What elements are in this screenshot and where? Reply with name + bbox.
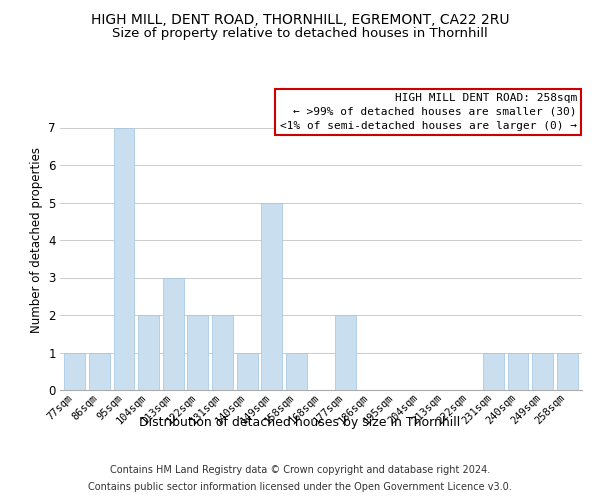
Bar [64,352,85,390]
Bar [113,128,134,390]
Text: Distribution of detached houses by size in Thornhill: Distribution of detached houses by size … [139,416,461,429]
Bar [335,315,356,390]
Y-axis label: Number of detached properties: Number of detached properties [30,147,43,333]
Text: Contains public sector information licensed under the Open Government Licence v3: Contains public sector information licen… [88,482,512,492]
Bar [89,352,110,390]
Bar [138,315,159,390]
Text: HIGH MILL DENT ROAD: 258sqm
← >99% of detached houses are smaller (30)
<1% of se: HIGH MILL DENT ROAD: 258sqm ← >99% of de… [280,93,577,131]
Text: HIGH MILL, DENT ROAD, THORNHILL, EGREMONT, CA22 2RU: HIGH MILL, DENT ROAD, THORNHILL, EGREMON… [91,12,509,26]
Text: Contains HM Land Registry data © Crown copyright and database right 2024.: Contains HM Land Registry data © Crown c… [110,465,490,475]
Bar [532,352,553,390]
Bar [163,278,184,390]
Text: Size of property relative to detached houses in Thornhill: Size of property relative to detached ho… [112,28,488,40]
Bar [557,352,578,390]
Bar [212,315,233,390]
Bar [187,315,208,390]
Bar [236,352,257,390]
Bar [261,202,282,390]
Bar [508,352,529,390]
Bar [483,352,504,390]
Bar [286,352,307,390]
